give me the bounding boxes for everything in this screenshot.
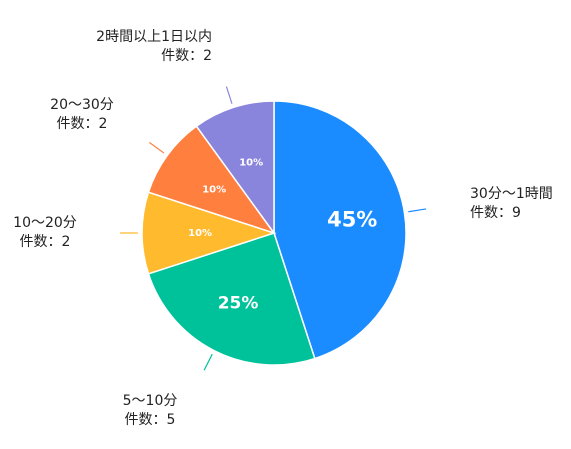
category-labels: 30分〜1時間件数：95〜10分件数：510〜20分件数：220〜30分件数：2…	[13, 29, 553, 428]
category-label: 2時間以上1日以内件数：2	[96, 29, 212, 64]
category-count: 件数：2	[161, 48, 212, 64]
leader-line	[149, 141, 165, 154]
category-name: 10〜20分	[13, 215, 77, 231]
leader-line	[408, 208, 427, 213]
pie-slice	[273, 100, 407, 360]
category-label: 20〜30分件数：2	[50, 97, 114, 132]
leader-lines	[120, 86, 427, 371]
category-count: 件数：9	[470, 205, 521, 221]
category-name: 30分〜1時間	[470, 186, 553, 202]
category-count: 件数：2	[57, 116, 108, 132]
pie-slice	[141, 191, 277, 275]
slice-percent-label: 45%	[327, 208, 377, 232]
percent-labels: 45% 25% 10% 10% 10%	[188, 158, 377, 314]
slice-percent-label: 10%	[202, 185, 226, 196]
category-label: 30分〜1時間件数：9	[470, 186, 553, 221]
slice-percent-label: 10%	[239, 158, 263, 169]
pie-slice	[147, 125, 276, 235]
pie-slice	[147, 232, 316, 366]
leader-line	[203, 353, 213, 371]
pie-slices	[141, 100, 407, 366]
slice-percent-label: 25%	[218, 294, 259, 314]
category-count: 件数：5	[125, 412, 176, 428]
category-count: 件数：2	[20, 234, 71, 250]
category-label: 10〜20分件数：2	[13, 215, 77, 250]
category-name: 20〜30分	[50, 97, 114, 113]
category-name: 2時間以上1日以内	[96, 29, 212, 45]
category-label: 5〜10分件数：5	[123, 393, 178, 428]
slice-percent-label: 10%	[188, 228, 212, 239]
pie-slice	[195, 100, 275, 236]
leader-line	[225, 86, 233, 104]
category-name: 5〜10分	[123, 393, 178, 409]
